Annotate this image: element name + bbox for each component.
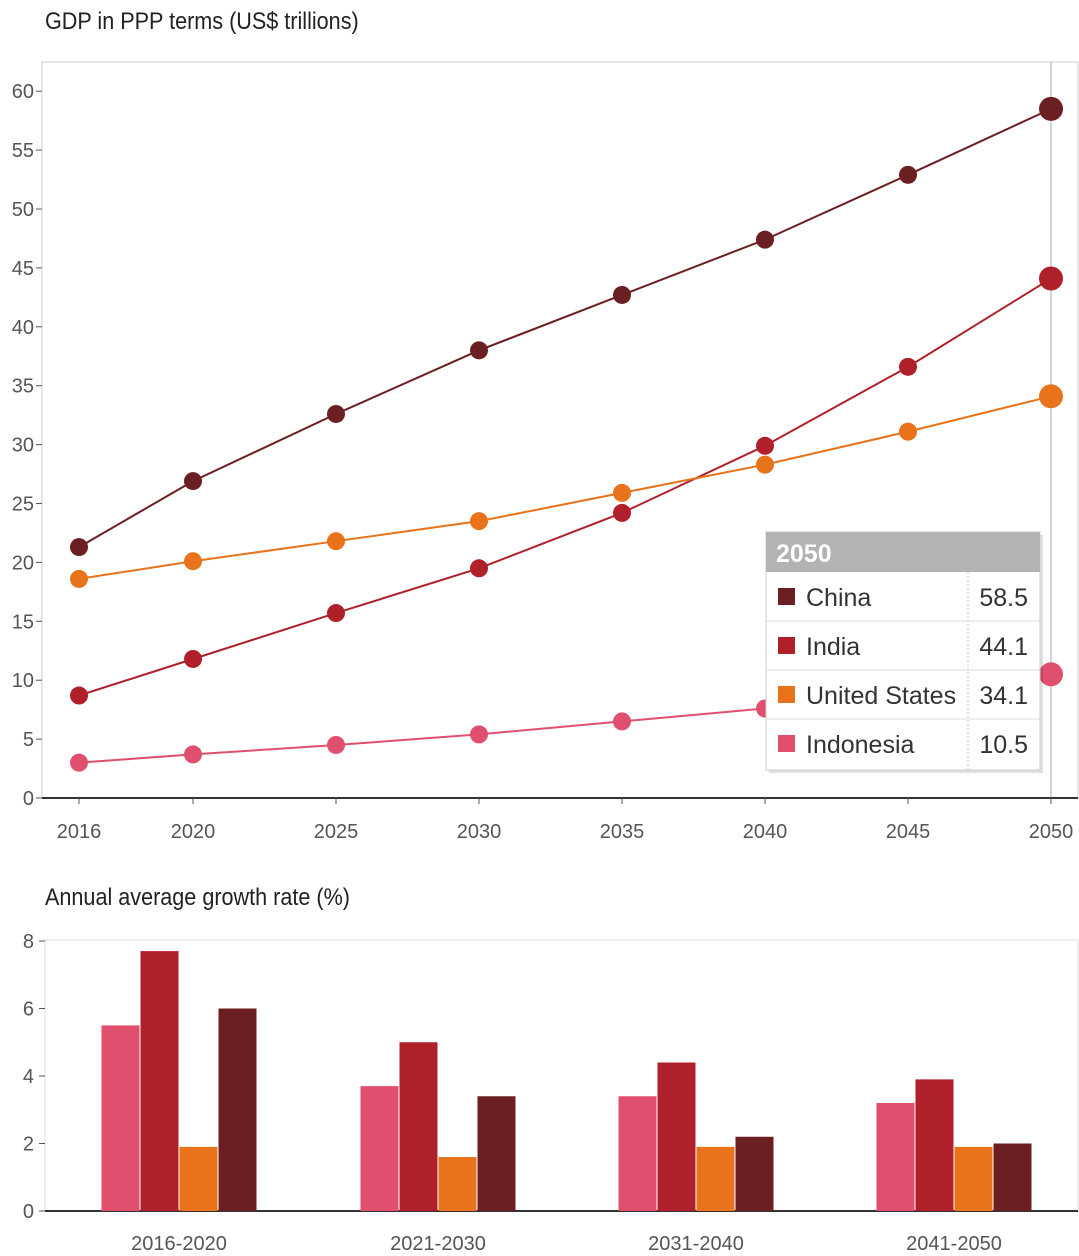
point-united-states[interactable]: [899, 422, 917, 441]
y-tick-label: 30: [12, 435, 34, 457]
bar-india[interactable]: [140, 951, 179, 1211]
bar-united-states[interactable]: [696, 1146, 735, 1211]
tooltip-swatch-united-states: [778, 686, 795, 703]
point-indonesia[interactable]: [1039, 662, 1063, 687]
line-chart-title: GDP in PPP terms (US$ trillions): [45, 8, 359, 35]
x-tick-label: 2030: [457, 821, 502, 843]
point-india[interactable]: [899, 357, 917, 376]
y-tick-label: 25: [12, 494, 34, 516]
tooltip-name: India: [806, 633, 860, 661]
bar-chart-title: Annual average growth rate (%): [45, 884, 350, 911]
point-china[interactable]: [899, 165, 917, 184]
point-indonesia[interactable]: [327, 735, 345, 754]
series-line-united-states: [78, 395, 1052, 580]
tooltip-name: Indonesia: [806, 731, 915, 759]
point-china[interactable]: [613, 285, 631, 304]
point-india[interactable]: [184, 649, 202, 668]
point-india[interactable]: [1039, 266, 1063, 291]
point-united-states[interactable]: [327, 532, 345, 551]
point-china[interactable]: [756, 230, 774, 249]
point-united-states[interactable]: [756, 455, 774, 474]
bar-india[interactable]: [399, 1042, 438, 1211]
tooltip-value: 58.5: [979, 584, 1028, 612]
bar-category-label: 2021-2030: [390, 1233, 486, 1255]
point-india[interactable]: [70, 686, 88, 705]
x-tick-label: 2016: [57, 821, 102, 843]
bar-y-tick-label: 6: [23, 999, 34, 1021]
y-tick-label: 10: [12, 670, 34, 692]
bar-united-states[interactable]: [954, 1146, 993, 1211]
point-united-states[interactable]: [1039, 384, 1063, 409]
point-india[interactable]: [327, 604, 345, 623]
bar-indonesia[interactable]: [101, 1025, 140, 1211]
bar-y-tick-label: 8: [23, 931, 34, 953]
tooltip-header-bg: [766, 532, 1040, 572]
x-tick-label: 2025: [314, 821, 359, 843]
tooltip-name: United States: [806, 682, 956, 710]
bar-china[interactable]: [218, 1008, 257, 1212]
point-china[interactable]: [327, 404, 345, 423]
bar-china[interactable]: [735, 1136, 774, 1211]
x-tick-label: 2045: [886, 821, 931, 843]
tooltip-header: 2050: [776, 540, 832, 568]
tooltip-swatch-indonesia: [778, 735, 795, 752]
bar-united-states[interactable]: [438, 1157, 477, 1211]
bar-y-tick-label: 2: [23, 1134, 34, 1156]
y-tick-label: 35: [12, 376, 34, 398]
point-united-states[interactable]: [184, 552, 202, 571]
tooltip-swatch-china: [778, 588, 795, 605]
tooltip-value: 44.1: [979, 633, 1028, 661]
bar-indonesia[interactable]: [618, 1096, 657, 1211]
point-indonesia[interactable]: [613, 712, 631, 731]
tooltip-value: 10.5: [979, 731, 1028, 759]
bar-category-label: 2016-2020: [131, 1233, 227, 1255]
y-tick-label: 5: [23, 729, 34, 751]
bar-y-tick-label: 4: [23, 1066, 34, 1088]
y-tick-label: 45: [12, 258, 34, 280]
point-india[interactable]: [613, 503, 631, 522]
tooltip: 2050 China 58.5 India 44.1 United States 34.1 I…: [765, 531, 1043, 773]
series-line-india: [78, 277, 1052, 697]
bar-indonesia[interactable]: [876, 1103, 915, 1211]
point-united-states[interactable]: [70, 569, 88, 588]
point-indonesia[interactable]: [70, 753, 88, 772]
point-indonesia[interactable]: [470, 725, 488, 744]
x-tick-label: 2035: [600, 821, 645, 843]
tooltip-name: China: [806, 584, 871, 612]
y-tick-label: 60: [12, 81, 34, 103]
tooltip-value: 34.1: [979, 682, 1028, 710]
y-tick-label: 55: [12, 140, 34, 162]
series-line-china: [78, 107, 1052, 548]
bar-india[interactable]: [657, 1062, 696, 1212]
x-tick-label: 2050: [1029, 821, 1074, 843]
tooltip-swatch-india: [778, 637, 795, 654]
point-china[interactable]: [184, 472, 202, 491]
point-indonesia[interactable]: [184, 745, 202, 764]
point-india[interactable]: [470, 559, 488, 578]
bar-y-tick-label: 0: [23, 1201, 34, 1223]
x-tick-label: 2020: [171, 821, 216, 843]
bar-united-states[interactable]: [179, 1146, 218, 1211]
bar-china[interactable]: [993, 1143, 1032, 1212]
bar-category-label: 2031-2040: [648, 1233, 744, 1255]
y-tick-label: 20: [12, 552, 34, 574]
point-china[interactable]: [470, 341, 488, 360]
bar-china[interactable]: [477, 1096, 516, 1211]
bar-indonesia[interactable]: [360, 1086, 399, 1211]
y-tick-label: 50: [12, 199, 34, 221]
point-china[interactable]: [1039, 96, 1063, 121]
y-tick-label: 40: [12, 317, 34, 339]
growth-bar-chart: 0 2 4 6 8 2016-2020 2021-2030 2031-2040 2041-205…: [23, 931, 1079, 1255]
bar-category-label: 2041-2050: [906, 1233, 1002, 1255]
y-tick-label: 15: [12, 611, 34, 633]
x-tick-label: 2040: [743, 821, 788, 843]
point-united-states[interactable]: [613, 483, 631, 502]
point-united-states[interactable]: [470, 512, 488, 531]
bar-india[interactable]: [915, 1079, 954, 1211]
point-china[interactable]: [70, 538, 88, 557]
point-india[interactable]: [756, 436, 774, 455]
y-tick-label: 0: [23, 788, 34, 810]
